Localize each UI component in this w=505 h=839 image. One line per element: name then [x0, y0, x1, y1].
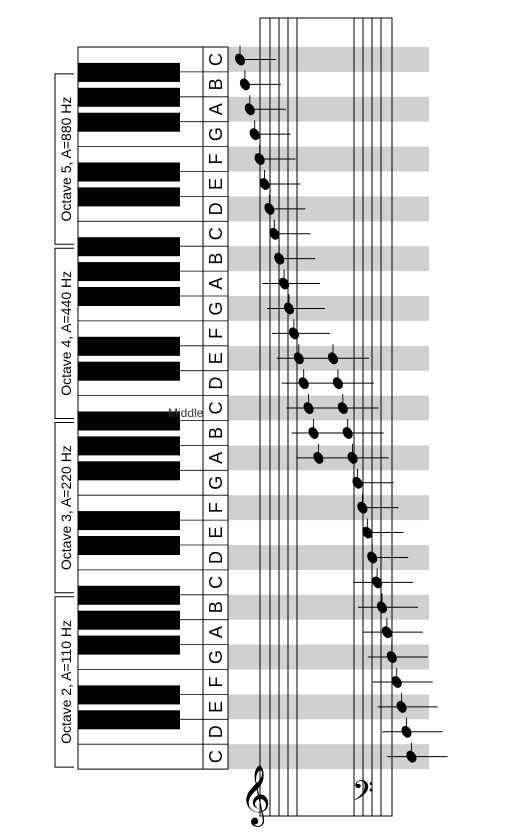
octave-label: Octave 2, A=110 Hz	[58, 620, 74, 744]
staff-frame	[259, 17, 393, 817]
note-name: E	[206, 701, 226, 713]
black-key	[78, 361, 180, 381]
note-name: C	[206, 576, 226, 589]
note-name: C	[206, 53, 226, 66]
black-key	[78, 610, 180, 630]
note-bands	[228, 47, 429, 770]
note-band	[228, 495, 429, 521]
note-name: G	[206, 127, 226, 141]
note-band	[228, 246, 429, 272]
black-key	[78, 187, 180, 207]
octave-bracket	[54, 422, 74, 594]
black-key	[78, 511, 180, 531]
octave-bracket	[54, 73, 74, 245]
note-band	[228, 196, 429, 222]
note-name: C	[206, 402, 226, 415]
note-name: A	[206, 452, 226, 464]
octave-bracket	[54, 596, 74, 768]
black-key	[78, 112, 180, 132]
octave-label: Octave 5, A=880 Hz	[58, 97, 74, 222]
black-key	[78, 87, 180, 107]
octave-label: Octave 4, A=440 Hz	[58, 271, 74, 396]
black-key	[78, 336, 180, 356]
black-key	[78, 585, 180, 605]
note-name: F	[206, 502, 226, 513]
note-name: G	[206, 476, 226, 490]
note-band	[228, 296, 429, 321]
note-name: E	[206, 178, 226, 190]
note-name: G	[206, 650, 226, 664]
note-name: F	[206, 154, 226, 165]
note-name: B	[206, 78, 226, 90]
note-name: A	[206, 103, 226, 115]
octave-bracket	[54, 247, 74, 419]
note-name: D	[206, 202, 226, 215]
staff-notes	[234, 45, 448, 763]
note-name: F	[206, 676, 226, 687]
black-key	[78, 262, 180, 282]
black-key	[78, 710, 180, 730]
note-name: B	[206, 253, 226, 265]
piano-keyboard	[77, 46, 204, 770]
black-key	[78, 436, 180, 456]
octave-label: Octave 3, A=220 Hz	[58, 445, 74, 570]
note-name: G	[206, 301, 226, 315]
black-key	[78, 411, 180, 431]
black-key	[78, 685, 180, 705]
note-name: E	[206, 352, 226, 364]
note-name: C	[206, 227, 226, 240]
note-name: D	[206, 725, 226, 738]
black-key	[78, 461, 180, 481]
middle-c-label: Middle	[168, 406, 204, 420]
note-name: D	[206, 551, 226, 564]
note-name: B	[206, 427, 226, 439]
black-key	[78, 162, 180, 182]
black-key	[78, 536, 180, 555]
note-name: A	[206, 626, 226, 638]
black-key	[78, 635, 180, 655]
black-key	[78, 287, 180, 306]
note-name: C	[206, 750, 226, 763]
treble-clef-icon: 𝄞	[240, 765, 271, 827]
note-name: B	[206, 601, 226, 613]
bass-clef-icon: 𝄢	[352, 776, 374, 814]
black-key	[78, 62, 180, 82]
black-key	[78, 237, 180, 257]
grand-staff	[259, 17, 393, 817]
note-name: F	[206, 328, 226, 339]
octave-brackets: Octave 5, A=880 Hz Octave 4, A=440 Hz Octa…	[54, 73, 74, 768]
note-name: D	[206, 377, 226, 390]
note-name: E	[206, 527, 226, 539]
note-name: A	[206, 278, 226, 290]
